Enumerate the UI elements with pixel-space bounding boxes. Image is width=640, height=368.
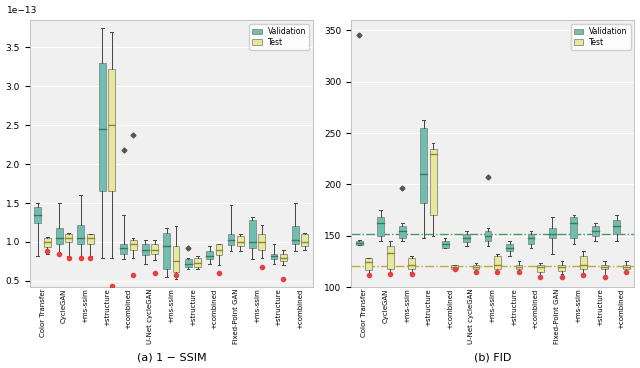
FancyBboxPatch shape — [429, 149, 436, 215]
FancyBboxPatch shape — [527, 234, 534, 244]
FancyBboxPatch shape — [602, 265, 608, 269]
FancyBboxPatch shape — [292, 226, 299, 244]
FancyBboxPatch shape — [163, 233, 170, 269]
FancyBboxPatch shape — [130, 240, 136, 250]
FancyBboxPatch shape — [377, 217, 384, 236]
FancyBboxPatch shape — [484, 231, 492, 241]
X-axis label: (b) FID: (b) FID — [474, 353, 511, 362]
FancyBboxPatch shape — [280, 254, 287, 261]
FancyBboxPatch shape — [399, 226, 406, 238]
FancyBboxPatch shape — [516, 265, 522, 269]
Legend: Validation, Test: Validation, Test — [571, 24, 630, 50]
FancyBboxPatch shape — [77, 225, 84, 244]
FancyBboxPatch shape — [56, 228, 63, 244]
FancyBboxPatch shape — [592, 226, 599, 236]
FancyBboxPatch shape — [570, 217, 577, 238]
FancyBboxPatch shape — [494, 256, 501, 269]
FancyBboxPatch shape — [228, 234, 234, 245]
FancyBboxPatch shape — [356, 241, 363, 245]
FancyBboxPatch shape — [44, 238, 51, 247]
FancyBboxPatch shape — [259, 234, 266, 250]
FancyBboxPatch shape — [559, 265, 565, 271]
FancyBboxPatch shape — [184, 259, 191, 267]
FancyBboxPatch shape — [549, 227, 556, 238]
FancyBboxPatch shape — [472, 265, 479, 269]
FancyBboxPatch shape — [387, 246, 394, 269]
FancyBboxPatch shape — [537, 265, 544, 272]
FancyBboxPatch shape — [451, 265, 458, 269]
FancyBboxPatch shape — [271, 254, 277, 259]
FancyBboxPatch shape — [173, 246, 179, 272]
FancyBboxPatch shape — [237, 236, 244, 246]
FancyBboxPatch shape — [99, 63, 106, 191]
FancyBboxPatch shape — [442, 241, 449, 248]
FancyBboxPatch shape — [420, 128, 427, 203]
FancyBboxPatch shape — [141, 244, 148, 255]
FancyBboxPatch shape — [194, 258, 201, 267]
FancyBboxPatch shape — [613, 220, 620, 234]
FancyBboxPatch shape — [408, 258, 415, 269]
Text: 1e−13: 1e−13 — [7, 6, 37, 15]
FancyBboxPatch shape — [206, 251, 213, 259]
Legend: Validation, Test: Validation, Test — [250, 24, 309, 50]
FancyBboxPatch shape — [216, 244, 223, 255]
FancyBboxPatch shape — [463, 234, 470, 242]
FancyBboxPatch shape — [249, 220, 256, 248]
FancyBboxPatch shape — [301, 234, 308, 246]
FancyBboxPatch shape — [65, 234, 72, 242]
FancyBboxPatch shape — [506, 244, 513, 251]
FancyBboxPatch shape — [623, 265, 630, 269]
FancyBboxPatch shape — [120, 244, 127, 254]
X-axis label: (a) 1 − SSIM: (a) 1 − SSIM — [136, 353, 206, 362]
FancyBboxPatch shape — [35, 207, 41, 223]
FancyBboxPatch shape — [151, 244, 158, 254]
FancyBboxPatch shape — [87, 234, 93, 244]
FancyBboxPatch shape — [108, 69, 115, 191]
FancyBboxPatch shape — [580, 256, 587, 269]
FancyBboxPatch shape — [365, 258, 372, 270]
